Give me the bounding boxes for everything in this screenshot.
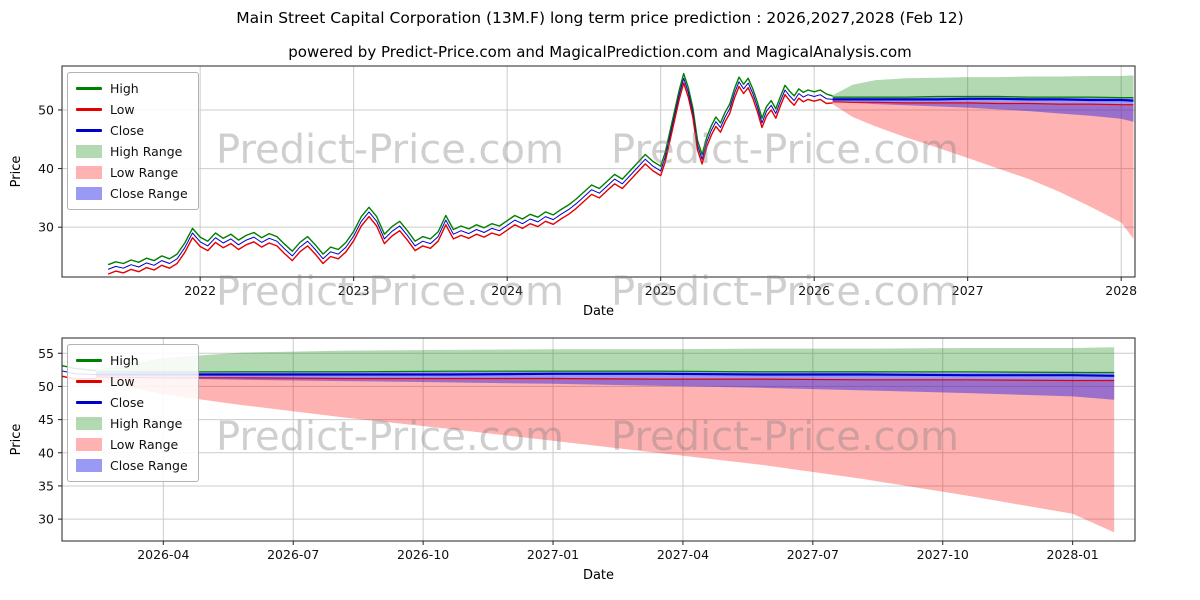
figure-title: Main Street Capital Corporation (13M.F) … — [236, 9, 964, 27]
legend-label: Close Range — [110, 458, 188, 473]
low-line-prediction — [832, 101, 1134, 106]
y-axis-label: Price — [9, 424, 24, 456]
legend-label: Close Range — [110, 186, 188, 201]
x-tick-label: 2027 — [952, 283, 984, 298]
legend-bottom-chart: High Low Close High Range Low Range Close Ran… — [67, 344, 199, 482]
y-tick-label: 45 — [38, 412, 54, 427]
high-line-prediction — [832, 95, 1134, 99]
legend-swatch — [76, 187, 102, 200]
legend-label: Low — [110, 102, 135, 117]
low-range-band — [95, 377, 1115, 533]
plot-border — [61, 337, 1136, 542]
y-tick-label: 35 — [38, 478, 54, 493]
close-range-band — [95, 370, 1115, 400]
figure-subtitle: powered by Predict-Price.com and Magical… — [288, 43, 912, 61]
plot-border — [61, 65, 1136, 278]
x-tick-label: 2025 — [645, 283, 677, 298]
x-tick-label: 2023 — [338, 283, 370, 298]
legend-swatch — [76, 459, 102, 472]
legend-item: Low — [76, 99, 188, 120]
x-axis-label: Date — [583, 568, 614, 583]
legend-label: High — [110, 81, 139, 96]
legend-swatch — [76, 108, 102, 111]
legend-item: High Range — [76, 141, 188, 162]
legend-item: Low — [76, 371, 188, 392]
legend-swatch — [76, 166, 102, 179]
legend-item: Close Range — [76, 455, 188, 476]
legend-label: High Range — [110, 144, 183, 159]
legend-label: High — [110, 353, 139, 368]
legend-item: Low Range — [76, 162, 188, 183]
x-tick-label: 2024 — [491, 283, 523, 298]
low-line-prediction — [95, 376, 1115, 382]
legend-item: High — [76, 78, 188, 99]
x-tick-label: 2027-04 — [657, 547, 709, 562]
legend-top-chart: High Low Close High Range Low Range Close Ran… — [67, 72, 199, 210]
legend-swatch — [76, 438, 102, 451]
x-tick-label: 2027-07 — [787, 547, 839, 562]
legend-swatch — [76, 380, 102, 383]
x-tick-label: 2022 — [184, 283, 216, 298]
legend-item: High — [76, 350, 188, 371]
close-line-prediction — [95, 372, 1115, 377]
x-tick-label: 2027-10 — [917, 547, 969, 562]
legend-item: Close Range — [76, 183, 188, 204]
y-tick-label: 40 — [38, 445, 54, 460]
y-tick-label: 30 — [38, 220, 54, 235]
x-tick-label: 2028 — [1105, 283, 1137, 298]
legend-swatch — [76, 359, 102, 362]
high-line-history — [107, 72, 833, 266]
legend-swatch — [76, 417, 102, 430]
x-tick-label: 2028-01 — [1047, 547, 1099, 562]
y-tick-label: 55 — [38, 346, 54, 361]
legend-item: Close — [76, 392, 188, 413]
legend-label: Close — [110, 123, 145, 138]
x-axis-label: Date — [583, 304, 614, 319]
high-range-band — [832, 75, 1134, 98]
legend-item: Low Range — [76, 434, 188, 455]
legend-swatch — [76, 145, 102, 158]
close-line-prediction — [832, 97, 1134, 102]
y-tick-label: 40 — [38, 161, 54, 176]
x-tick-label: 2026-10 — [397, 547, 449, 562]
legend-label: Low Range — [110, 165, 179, 180]
legend-item: Close — [76, 120, 188, 141]
legend-label: Low — [110, 374, 135, 389]
low-line-history — [107, 82, 833, 275]
x-tick-label: 2026 — [798, 283, 830, 298]
high-range-band — [95, 347, 1115, 373]
legend-label: High Range — [110, 416, 183, 431]
low-range-band — [832, 101, 1134, 239]
close-line-history — [107, 77, 833, 270]
legend-item: High Range — [76, 413, 188, 434]
legend-label: Low Range — [110, 437, 179, 452]
legend-label: Close — [110, 395, 145, 410]
y-axis-label: Price — [9, 156, 24, 188]
legend-swatch — [76, 129, 102, 132]
x-tick-label: 2026-07 — [267, 547, 319, 562]
x-tick-label: 2027-01 — [527, 547, 579, 562]
y-tick-label: 30 — [38, 512, 54, 527]
legend-swatch — [76, 87, 102, 90]
high-line-prediction — [95, 370, 1115, 374]
legend-swatch — [76, 401, 102, 404]
x-tick-label: 2026-04 — [137, 547, 189, 562]
y-tick-label: 50 — [38, 379, 54, 394]
y-tick-label: 50 — [38, 102, 54, 117]
